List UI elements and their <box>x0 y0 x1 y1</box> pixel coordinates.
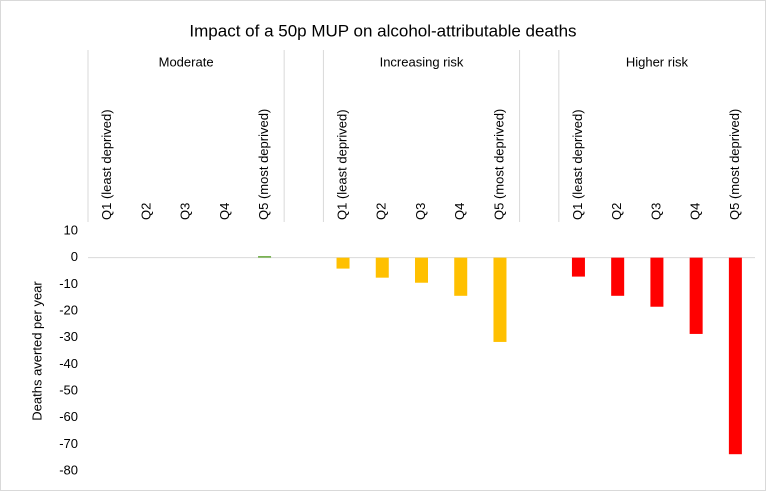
category-label: Q3 <box>648 203 663 220</box>
y-tick-label: -20 <box>59 302 78 317</box>
bar <box>454 257 468 296</box>
category-label: Q5 (most deprived) <box>727 109 742 220</box>
y-tick-label: 0 <box>71 249 78 264</box>
category-label: Q2 <box>609 203 624 220</box>
chart-title: Impact of a 50p MUP on alcohol-attributa… <box>189 21 576 40</box>
bar <box>258 256 272 258</box>
category-label: Q3 <box>413 203 428 220</box>
y-tick-label: -10 <box>59 276 78 291</box>
group-label: Increasing risk <box>380 54 464 69</box>
bar <box>375 257 389 278</box>
y-tick-label: 10 <box>64 222 78 237</box>
category-label: Q3 <box>178 203 193 220</box>
bar <box>493 257 507 342</box>
y-axis-title: Deaths averted per year <box>29 281 44 421</box>
category-label: Q5 (most deprived) <box>256 109 271 220</box>
bar <box>689 257 703 334</box>
category-label: Q4 <box>217 203 232 220</box>
category-label: Q5 (most deprived) <box>491 109 506 220</box>
category-label: Q1 (least deprived) <box>99 109 114 220</box>
bar <box>728 257 742 455</box>
y-tick-label: -50 <box>59 382 78 397</box>
bar <box>336 257 350 269</box>
y-tick-label: -80 <box>59 462 78 477</box>
category-label: Q1 (least deprived) <box>570 109 585 220</box>
bar <box>415 257 428 283</box>
category-label: Q1 (least deprived) <box>334 109 349 220</box>
y-tick-label: -40 <box>59 356 78 371</box>
bar <box>650 257 664 307</box>
bar <box>611 257 625 296</box>
category-label: Q2 <box>138 203 153 220</box>
group-label: Moderate <box>159 54 214 69</box>
y-tick-label: -60 <box>59 409 78 424</box>
y-tick-label: -30 <box>59 329 78 344</box>
y-tick-label: -70 <box>59 436 78 451</box>
category-label: Q4 <box>688 203 703 220</box>
bar <box>571 257 585 277</box>
group-label: Higher risk <box>626 54 689 69</box>
category-label: Q2 <box>374 203 389 220</box>
category-label: Q4 <box>452 203 467 220</box>
